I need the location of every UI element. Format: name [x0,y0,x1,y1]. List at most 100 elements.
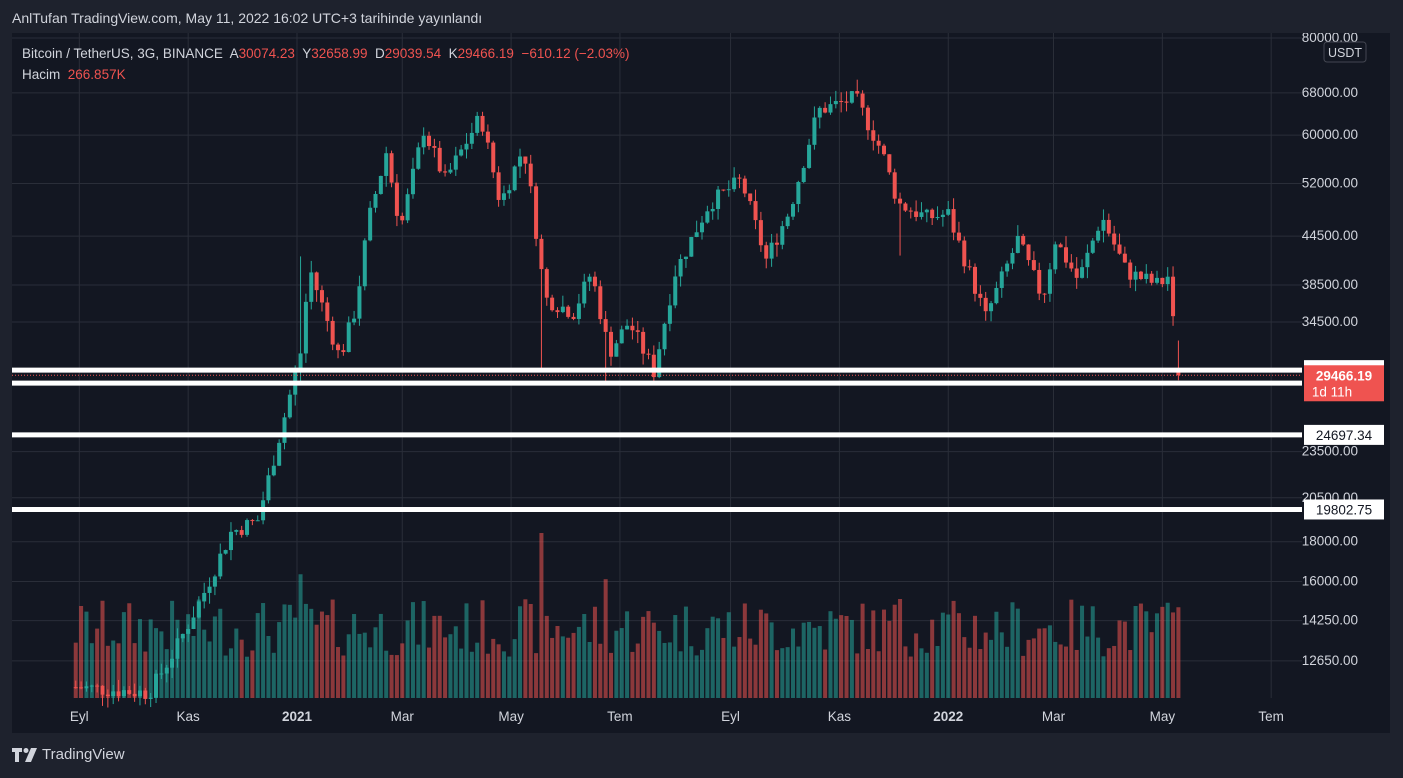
x-tick-label: Tem [607,709,633,724]
candle-body [544,269,549,298]
candle-body [223,550,228,554]
volume-bar [287,604,292,698]
candle-body [485,131,490,143]
candle-body [716,189,721,209]
candle-body [1128,262,1133,280]
volume-bar [726,612,731,698]
volume-bar [475,642,480,698]
volume-bar [860,603,865,698]
volume-bar [683,606,688,698]
price-label-box [1304,424,1384,445]
candle-body [186,629,191,634]
grid-lines [12,33,1302,698]
ohlc-legend: Bitcoin / TetherUS, 3G, BINANCE A30074.2… [22,46,630,61]
candle-body [989,303,994,312]
candle-body [341,350,346,353]
volume-bar [485,653,490,698]
volume-bar [972,615,978,698]
volume-bar [892,604,897,698]
volume-bar [1160,606,1165,698]
symbol-label[interactable]: Bitcoin / TetherUS, 3G, BINANCE [22,46,223,61]
volume-bar [1042,628,1047,698]
volume-bar [523,599,528,698]
volume-bar [951,600,956,698]
candle-body [951,209,956,233]
volume-bar [705,628,710,698]
volume-bar [694,655,699,698]
volume-bar [609,652,614,698]
volume-bar [170,600,175,698]
candle-body [325,302,330,321]
volume-bar [1058,644,1063,698]
candle-body [978,293,983,298]
candle-body [159,673,164,675]
volume-bar [919,648,924,698]
volume-bar [839,615,844,698]
volume-bar [930,619,935,698]
candle-body [780,226,785,245]
candle-body [892,172,897,199]
candle-body [1149,273,1154,283]
candle-body [394,182,399,216]
volume-bar [1063,646,1068,698]
candle-body [758,220,763,246]
volume-bar [753,644,758,698]
candle-body [427,135,432,147]
current-price-text: 29466.19 [1316,368,1372,383]
candle-body [352,318,357,323]
volume-bar [603,579,608,698]
volume-bar [400,643,405,698]
y-tick-label: 34500.00 [1302,314,1358,329]
high-label: Y [302,46,312,61]
candle-body [903,203,908,211]
volume-bar [1128,650,1133,698]
candle-body [871,130,876,141]
candle-body [239,530,244,535]
volume-bar [507,656,512,698]
y-tick-label: 18000.00 [1302,534,1358,549]
candle-body [865,107,870,131]
candle-body [817,107,822,118]
candle-body [550,297,555,311]
volume-bar [255,613,260,698]
x-tick-label: Kas [828,709,852,724]
volume-bar [121,612,126,698]
volume-bar [914,633,919,698]
candle-body [790,204,796,217]
candle-body [1154,277,1159,283]
candle-body [121,690,126,697]
volume-bar [865,649,870,698]
volume-bar [989,639,994,698]
volume-bar [245,656,250,698]
volume-bar [758,609,763,698]
open-label: A [229,46,239,61]
volume-bar [769,622,774,698]
volume-bar [1171,612,1176,698]
candle-body [437,147,442,172]
volume-bar [635,643,640,698]
candle-body [946,209,951,215]
open-value: 30074.23 [238,46,295,61]
candle-body [1037,269,1042,294]
candle-body [555,310,560,313]
volume-bar [330,599,335,698]
y-tick-label: 52000.00 [1302,175,1358,190]
volume-bar [908,656,913,698]
volume-bar [651,622,656,698]
candle-body [694,232,699,238]
volume-bar [127,603,132,698]
price-chart[interactable]: 80000.0068000.0060000.0052000.0044500.00… [12,33,1390,733]
volume-label[interactable]: Hacim [22,67,61,82]
volume-bar [448,634,453,698]
candle-body [828,104,833,113]
volume-bar [191,635,196,698]
x-axis: Eyl Kas 2021 Mar May Tem Eyl Kas 2022 Mar May Tem [70,709,1284,724]
volume-bar [352,614,357,698]
volume-bar [100,600,105,698]
volume-bar [555,625,560,698]
volume-bar [1165,602,1170,698]
volume-bar [967,647,972,698]
volume-bar [410,602,415,698]
candle-body [218,553,223,577]
candle-body [373,193,378,208]
